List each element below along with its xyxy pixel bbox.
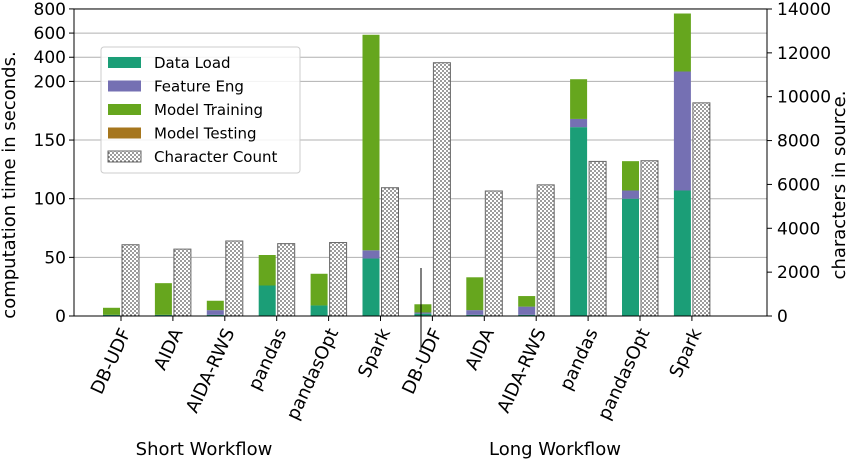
legend-swatch xyxy=(108,104,141,115)
bar-feature-eng xyxy=(466,310,484,315)
y-axis-title: computation time in seconds. xyxy=(0,51,20,318)
y2-tick-label: 0 xyxy=(777,307,788,327)
bar-model-training xyxy=(414,304,432,313)
legend-label: Feature Eng xyxy=(154,78,244,96)
legend-label: Data Load xyxy=(154,54,231,72)
bar-feature-eng xyxy=(414,312,432,314)
bar-model-training xyxy=(673,13,691,72)
category-label: pandas xyxy=(244,325,291,393)
bar-feature-eng xyxy=(206,310,224,315)
bar-model-training xyxy=(362,34,380,251)
bar-data-load xyxy=(414,313,432,316)
bar-data-load xyxy=(622,198,639,316)
bar-character-count xyxy=(484,190,503,317)
legend-frame xyxy=(100,46,301,174)
bar-feature-eng xyxy=(518,306,536,315)
category-label: AIDA-RWS xyxy=(493,325,550,416)
bar-character-count xyxy=(692,102,711,317)
bar-feature-eng xyxy=(570,118,588,128)
legend-swatch xyxy=(108,127,141,139)
bar-character-count xyxy=(381,187,399,317)
category-label: AIDA xyxy=(461,325,499,374)
bar-character-count xyxy=(121,244,140,317)
y2-tick-label: 4000 xyxy=(777,219,820,239)
category-label: pandasOpt xyxy=(594,325,655,423)
y2-tick-label: 14000 xyxy=(777,0,831,20)
bar-model-training xyxy=(206,300,224,311)
y2-tick-label: 10000 xyxy=(777,88,831,108)
bar-character-count xyxy=(432,62,451,317)
bar-feature-eng xyxy=(362,250,380,259)
category-label: pandasOpt xyxy=(283,325,344,423)
left-axis-ticks: 0 50 100 150 200 400 600 800 xyxy=(34,0,74,327)
y-tick-label: 150 xyxy=(34,131,66,151)
bar-model-training xyxy=(518,296,536,307)
legend-label: Character Count xyxy=(154,148,277,166)
legend-swatch xyxy=(108,80,141,92)
bar-data-load xyxy=(154,314,172,316)
bar-data-load xyxy=(362,258,380,316)
y2-tick-label: 6000 xyxy=(777,175,820,195)
category-label: DB-UDF xyxy=(87,325,136,397)
legend-swatch xyxy=(107,150,142,163)
group-label-long: Long Workflow xyxy=(489,439,621,459)
bar-model-training xyxy=(466,277,484,311)
bars-layer xyxy=(103,13,711,317)
category-label: AIDA xyxy=(150,325,188,374)
bar-feature-eng xyxy=(622,190,639,199)
bar-data-load xyxy=(310,305,328,316)
bar-character-count xyxy=(536,184,555,317)
legend-items: Data Load Feature Eng Model Training Model … xyxy=(107,54,277,166)
legend-label: Model Training xyxy=(154,101,263,119)
y2-tick-label: 12000 xyxy=(777,44,831,64)
bar-character-count xyxy=(173,248,192,317)
legend: Data Load Feature Eng Model Training Model … xyxy=(100,46,301,174)
bar-model-training xyxy=(570,79,588,119)
y-tick-label: 50 xyxy=(44,248,66,268)
bar-model-training xyxy=(154,283,172,315)
y-tick-label: 200 xyxy=(34,72,66,92)
category-label: DB-UDF xyxy=(398,325,447,397)
category-label: AIDA-RWS xyxy=(182,325,239,416)
bar-data-load xyxy=(206,314,224,316)
bar-model-training xyxy=(310,273,328,306)
y-tick-label: 100 xyxy=(34,190,66,210)
bar-character-count xyxy=(640,160,659,317)
category-label: Spark xyxy=(354,325,395,381)
bar-model-training xyxy=(258,255,276,286)
bar-data-load xyxy=(673,190,691,316)
y2-tick-label: 8000 xyxy=(777,132,820,152)
bar-feature-eng xyxy=(673,71,691,191)
bar-data-load xyxy=(466,314,484,316)
y2-tick-label: 2000 xyxy=(777,263,820,283)
bar-data-load xyxy=(570,127,588,316)
bar-model-training xyxy=(103,307,120,315)
category-label: Spark xyxy=(666,325,707,381)
bar-character-count xyxy=(277,243,296,317)
bar-character-count xyxy=(225,240,244,317)
y-tick-label: 800 xyxy=(34,0,66,20)
bar-data-load xyxy=(103,314,120,316)
group-label-short: Short Workflow xyxy=(136,439,273,459)
y2-axis-title: characters in source. xyxy=(829,91,850,280)
bar-model-training xyxy=(622,161,639,191)
y-tick-label: 400 xyxy=(34,48,66,68)
y-tick-label: 0 xyxy=(55,307,66,327)
y-tick-label: 600 xyxy=(34,24,66,44)
legend-swatch xyxy=(108,57,141,68)
legend-label: Model Testing xyxy=(154,125,257,143)
category-label: pandas xyxy=(556,325,603,393)
right-axis-ticks: 0 2000 4000 6000 8000 10000 12000 14000 xyxy=(767,0,831,327)
bar-character-count xyxy=(588,160,607,317)
bar-character-count xyxy=(329,242,348,317)
bar-data-load xyxy=(258,285,276,316)
bar-data-load xyxy=(518,314,536,316)
